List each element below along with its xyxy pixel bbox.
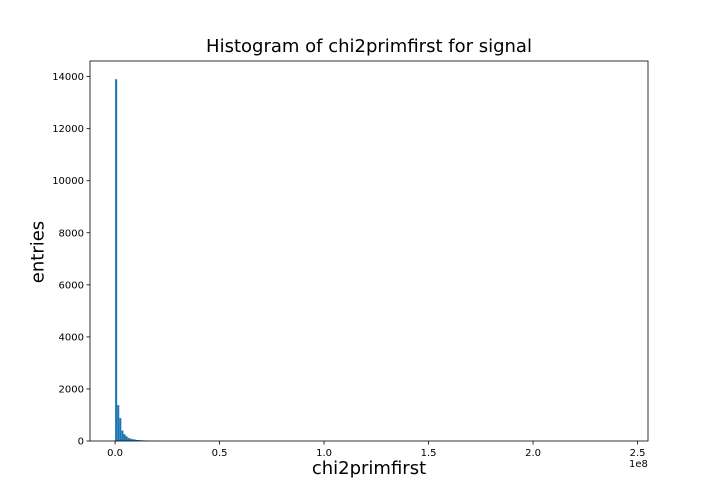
y-tick-label: 12000 <box>52 124 84 135</box>
x-tick-label: 2.0 <box>525 448 541 459</box>
x-tick-label: 1.5 <box>421 448 437 459</box>
histogram-bar <box>135 439 139 441</box>
x-axis-offset-label: 1e8 <box>629 459 648 470</box>
x-tick-label: 0.5 <box>212 448 228 459</box>
y-tick-label: 0 <box>78 437 84 448</box>
histogram-bar <box>125 436 128 441</box>
axes-frame <box>89 60 649 442</box>
bars-group <box>115 79 157 441</box>
chart-title: Histogram of chi2primfirst for signal <box>206 36 532 57</box>
x-axis-label: chi2primfirst <box>311 458 427 479</box>
histogram-bar <box>127 437 130 441</box>
x-tick-label: 0.0 <box>107 448 123 459</box>
y-axis-label: entries <box>27 220 49 284</box>
y-tick-label: 4000 <box>59 332 84 343</box>
y-tick-label: 2000 <box>59 384 84 395</box>
y-tick-label: 10000 <box>52 176 84 187</box>
histogram-bar <box>129 438 132 441</box>
y-tick-label: 14000 <box>52 72 84 83</box>
histogram-bar <box>123 434 126 441</box>
histogram-bar <box>133 439 136 441</box>
y-tick-label: 6000 <box>59 280 84 291</box>
axes-group: 0.0 0.5 1.0 1.5 2.0 2.5 0 2000 4000 6000 8000 10000… <box>52 60 649 459</box>
histogram-bar <box>131 439 134 441</box>
x-tick-label: 2.5 <box>630 448 646 459</box>
histogram-bar <box>117 405 120 441</box>
histogram-bar <box>121 430 124 441</box>
histogram-bar <box>119 418 122 441</box>
histogram-bar <box>115 79 118 441</box>
x-tick-label: 1.0 <box>316 448 332 459</box>
y-tick-label: 8000 <box>59 228 84 239</box>
histogram-bar <box>138 440 141 441</box>
